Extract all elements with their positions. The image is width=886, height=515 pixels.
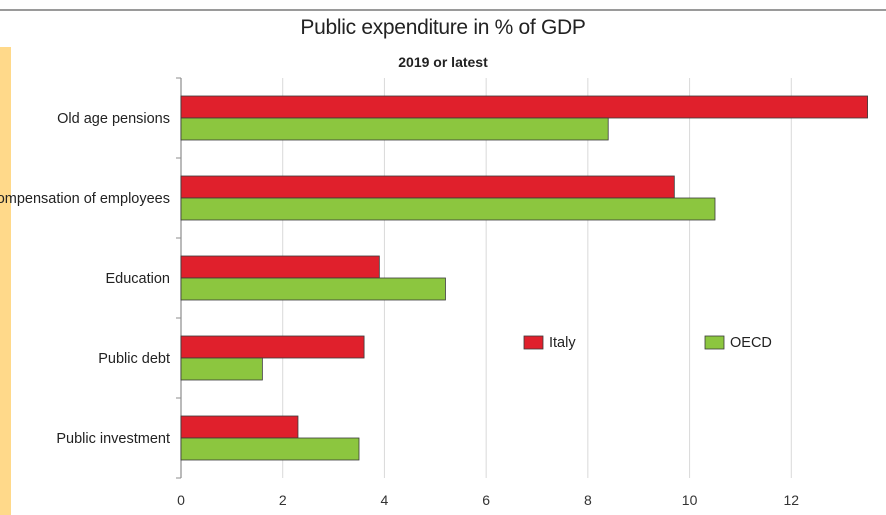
side-accent-strip: [0, 47, 11, 515]
x-tick-label: 12: [783, 492, 799, 508]
legend-swatch-oecd: [704, 335, 725, 350]
bar-oecd: [180, 357, 263, 381]
category-label: Compensation of employees: [0, 191, 170, 207]
bar-oecd: [180, 437, 360, 461]
labels: 02468101214Old age pensionsCompensation …: [0, 111, 886, 508]
bar-oecd: [180, 277, 446, 301]
bar-italy: [180, 335, 365, 359]
x-tick-label: 8: [584, 492, 592, 508]
category-label: Education: [106, 271, 171, 287]
legend-label-italy: Italy: [549, 335, 576, 351]
legend-label-oecd: OECD: [730, 335, 772, 351]
x-tick-label: 0: [177, 492, 185, 508]
bar-oecd: [180, 197, 716, 221]
bar-italy: [180, 95, 868, 119]
x-tick-label: 10: [682, 492, 698, 508]
chart-subtitle: 2019 or latest: [398, 54, 488, 70]
category-label: Public investment: [56, 431, 170, 447]
category-label: Old age pensions: [57, 111, 170, 127]
bar-italy: [180, 175, 675, 199]
x-tick-label: 6: [482, 492, 490, 508]
bars: [180, 95, 868, 461]
bar-italy: [180, 415, 299, 439]
x-tick-label: 4: [381, 492, 389, 508]
legend-swatch-italy: [523, 335, 544, 350]
legend: Italy OECD: [523, 335, 772, 351]
axes: [176, 77, 182, 479]
x-tick-label: 2: [279, 492, 287, 508]
chart-title: Public expenditure in % of GDP: [300, 16, 586, 39]
top-rule: [0, 9, 886, 11]
bar-oecd: [180, 117, 609, 141]
bar-italy: [180, 255, 380, 279]
category-label: Public debt: [98, 351, 170, 367]
